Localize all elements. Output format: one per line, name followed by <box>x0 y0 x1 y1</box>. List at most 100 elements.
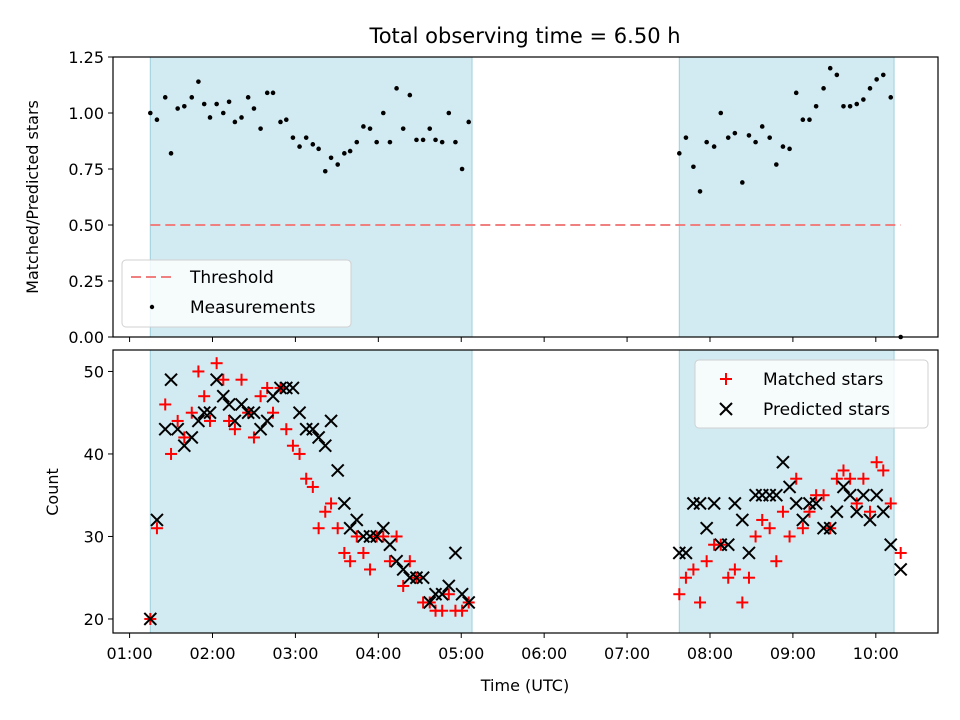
matched-star-point <box>350 530 363 543</box>
measurement-point <box>400 126 406 131</box>
matched-star-point <box>870 456 883 469</box>
predicted-star-point <box>693 496 707 511</box>
predicted-star-point <box>228 414 242 428</box>
matched-star-point <box>403 555 416 568</box>
measurement-point <box>453 139 458 145</box>
matched-star-point <box>383 555 396 568</box>
matched-star-point <box>397 579 410 592</box>
measurement-point <box>821 86 826 91</box>
chart-title: Total observing time = 6.50 h <box>368 24 680 48</box>
matched-star-point <box>783 530 796 543</box>
measurement-point <box>718 110 724 116</box>
measurement-point <box>813 103 819 109</box>
predicted-star-point <box>185 430 199 445</box>
predicted-star-point <box>191 414 206 428</box>
predicted-star-point <box>856 488 871 502</box>
predicted-star-point <box>324 414 338 428</box>
observing-interval-shade <box>149 349 473 634</box>
matched-star-point <box>700 555 713 568</box>
predicted-star-point <box>699 521 714 535</box>
matched-star-point <box>728 563 741 576</box>
measurement-point <box>427 126 433 131</box>
matched-star-point <box>338 546 351 559</box>
measurement-point <box>342 151 347 156</box>
predicted-star-point <box>735 513 750 527</box>
matched-star-point <box>756 513 769 526</box>
measurement-point <box>827 65 833 71</box>
matched-star-point <box>319 505 332 518</box>
measurement-point <box>807 117 812 123</box>
measurement-point <box>226 99 232 105</box>
y-tick-label: 0.00 <box>68 328 104 347</box>
matched-star-point <box>687 563 700 576</box>
matched-star-point <box>247 431 260 444</box>
measurement-point <box>420 137 426 143</box>
predicted-star-point <box>143 612 158 626</box>
measurement-point <box>316 146 321 152</box>
measurement-point <box>466 119 472 125</box>
measurement-point <box>787 146 792 152</box>
matched-star-point <box>442 588 455 601</box>
predicted-star-point <box>876 505 890 519</box>
predicted-star-point <box>150 513 164 527</box>
matched-star-point <box>749 530 762 543</box>
measurement-point <box>732 130 738 136</box>
measurement-point <box>683 135 689 140</box>
x-tick-label: 02:00 <box>189 644 235 663</box>
predicted-star-point <box>769 488 784 502</box>
predicted-star-point <box>292 405 307 420</box>
predicted-star-point <box>389 554 404 568</box>
matched-star-point <box>722 571 735 584</box>
x-tick-label: 07:00 <box>604 644 650 663</box>
ratio-panel: 0.00 0.25 0.50 0.75 1.00 1.25 Matched/Predict… <box>23 48 939 347</box>
legend-threshold-label: Threshold <box>189 268 274 288</box>
y-tick-label: 40 <box>84 445 104 464</box>
legend-measurements-label: Measurements <box>190 298 316 318</box>
predicted-star-point <box>823 521 837 535</box>
predicted-star-point <box>164 372 178 387</box>
y-tick-label: 20 <box>84 610 104 629</box>
matched-star-point <box>857 472 870 485</box>
matched-star-point <box>159 398 172 411</box>
measurement-point <box>774 162 779 167</box>
matched-star-point <box>844 472 857 485</box>
predicted-star-point <box>809 496 823 511</box>
ratio-legend: Threshold Measurements <box>121 259 352 328</box>
measurement-point <box>148 110 153 116</box>
matched-star-point <box>736 596 749 609</box>
matched-star-point <box>150 522 163 535</box>
matched-star-point <box>280 423 293 436</box>
y-tick-label: 1.00 <box>68 104 104 123</box>
matched-star-point <box>217 373 230 386</box>
x-tick-label: 04:00 <box>355 644 401 663</box>
matched-star-point <box>364 563 377 576</box>
measurement-point <box>841 103 846 109</box>
predicted-star-point <box>843 488 857 502</box>
matched-star-point <box>679 571 692 584</box>
matched-star-point <box>171 414 184 427</box>
measurement-point <box>847 103 853 109</box>
matched-star-point <box>293 447 306 460</box>
matched-star-point <box>742 571 755 584</box>
matched-star-point <box>776 505 789 518</box>
y-tick-label: 30 <box>84 527 104 546</box>
x-tick-label: 03:00 <box>272 644 318 663</box>
predicted-star-point <box>742 546 756 560</box>
count-legend: Matched stars Predicted stars <box>694 359 929 429</box>
x-tick-label: 09:00 <box>770 644 816 663</box>
matched-star-point <box>312 522 325 535</box>
matched-star-point <box>178 431 191 444</box>
measurement-point <box>220 110 226 116</box>
matched-star-point <box>165 447 178 460</box>
ratio-panel-frame <box>112 56 939 338</box>
matched-star-point <box>790 472 803 485</box>
measurement-point <box>854 101 860 107</box>
y-tick-label: 50 <box>84 362 104 381</box>
measurement-point <box>888 95 894 100</box>
count-panel-frame <box>112 349 939 634</box>
legend-measurements-swatch <box>149 304 155 310</box>
predicted-star-point <box>170 422 185 436</box>
measurement-point <box>207 115 213 120</box>
predicted-star-point <box>455 587 469 601</box>
